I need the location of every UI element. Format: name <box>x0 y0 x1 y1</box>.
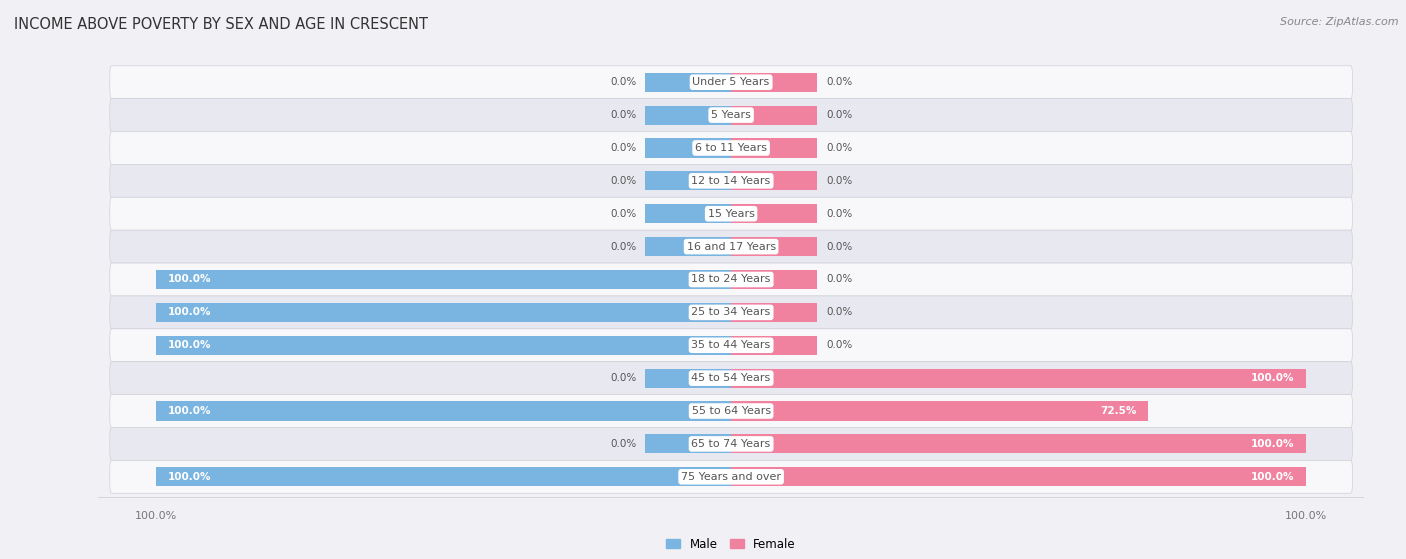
Bar <box>731 303 817 322</box>
FancyBboxPatch shape <box>110 197 1353 230</box>
FancyBboxPatch shape <box>110 428 1353 461</box>
Text: 0.0%: 0.0% <box>825 77 852 87</box>
FancyBboxPatch shape <box>110 131 1353 164</box>
FancyBboxPatch shape <box>110 263 1353 296</box>
FancyBboxPatch shape <box>110 461 1353 493</box>
Text: 35 to 44 Years: 35 to 44 Years <box>692 340 770 350</box>
Text: 0.0%: 0.0% <box>825 307 852 318</box>
Bar <box>731 139 817 158</box>
Bar <box>645 368 731 388</box>
FancyBboxPatch shape <box>110 395 1353 428</box>
Text: 45 to 54 Years: 45 to 54 Years <box>692 373 770 383</box>
Text: 0.0%: 0.0% <box>825 274 852 285</box>
Text: 100.0%: 100.0% <box>167 340 211 350</box>
Text: 100.0%: 100.0% <box>167 274 211 285</box>
FancyBboxPatch shape <box>110 230 1353 263</box>
Text: 100.0%: 100.0% <box>1251 472 1295 482</box>
Bar <box>731 467 1306 486</box>
Text: 55 to 64 Years: 55 to 64 Years <box>692 406 770 416</box>
Text: 12 to 14 Years: 12 to 14 Years <box>692 176 770 186</box>
Text: 100.0%: 100.0% <box>167 307 211 318</box>
Bar <box>731 171 817 191</box>
Text: 72.5%: 72.5% <box>1101 406 1136 416</box>
Text: 0.0%: 0.0% <box>825 340 852 350</box>
Bar <box>156 270 731 289</box>
Text: 0.0%: 0.0% <box>825 143 852 153</box>
Bar <box>156 401 731 420</box>
Text: Under 5 Years: Under 5 Years <box>693 77 769 87</box>
Text: 25 to 34 Years: 25 to 34 Years <box>692 307 770 318</box>
Text: 0.0%: 0.0% <box>610 143 636 153</box>
Bar <box>645 139 731 158</box>
Text: 0.0%: 0.0% <box>610 439 636 449</box>
Bar <box>645 434 731 453</box>
FancyBboxPatch shape <box>110 66 1353 98</box>
FancyBboxPatch shape <box>110 329 1353 362</box>
Bar <box>731 368 1306 388</box>
Bar <box>731 204 817 223</box>
Bar <box>645 171 731 191</box>
Text: 0.0%: 0.0% <box>825 176 852 186</box>
Text: 0.0%: 0.0% <box>825 110 852 120</box>
Text: 0.0%: 0.0% <box>610 209 636 219</box>
Bar <box>731 401 1149 420</box>
Text: INCOME ABOVE POVERTY BY SEX AND AGE IN CRESCENT: INCOME ABOVE POVERTY BY SEX AND AGE IN C… <box>14 17 427 32</box>
Bar <box>731 106 817 125</box>
Bar <box>731 73 817 92</box>
Text: Source: ZipAtlas.com: Source: ZipAtlas.com <box>1281 17 1399 27</box>
Text: 0.0%: 0.0% <box>825 209 852 219</box>
Bar <box>731 237 817 256</box>
Text: 100.0%: 100.0% <box>1251 439 1295 449</box>
Text: 65 to 74 Years: 65 to 74 Years <box>692 439 770 449</box>
Text: 100.0%: 100.0% <box>167 406 211 416</box>
Text: 100.0%: 100.0% <box>167 472 211 482</box>
FancyBboxPatch shape <box>110 164 1353 197</box>
Text: 0.0%: 0.0% <box>610 373 636 383</box>
Text: 0.0%: 0.0% <box>610 77 636 87</box>
Legend: Male, Female: Male, Female <box>662 533 800 555</box>
Bar <box>731 336 817 355</box>
Text: 0.0%: 0.0% <box>610 176 636 186</box>
FancyBboxPatch shape <box>110 362 1353 395</box>
Text: 0.0%: 0.0% <box>610 241 636 252</box>
Bar <box>731 270 817 289</box>
Text: 75 Years and over: 75 Years and over <box>681 472 782 482</box>
Text: 15 Years: 15 Years <box>707 209 755 219</box>
Bar <box>156 303 731 322</box>
Bar <box>156 336 731 355</box>
Bar <box>731 434 1306 453</box>
Bar <box>645 73 731 92</box>
Text: 18 to 24 Years: 18 to 24 Years <box>692 274 770 285</box>
Text: 5 Years: 5 Years <box>711 110 751 120</box>
Text: 16 and 17 Years: 16 and 17 Years <box>686 241 776 252</box>
Text: 100.0%: 100.0% <box>1251 373 1295 383</box>
Text: 0.0%: 0.0% <box>610 110 636 120</box>
Bar <box>645 237 731 256</box>
FancyBboxPatch shape <box>110 98 1353 131</box>
Bar <box>645 106 731 125</box>
Bar <box>645 204 731 223</box>
Text: 6 to 11 Years: 6 to 11 Years <box>695 143 768 153</box>
Text: 0.0%: 0.0% <box>825 241 852 252</box>
FancyBboxPatch shape <box>110 296 1353 329</box>
Bar <box>156 467 731 486</box>
